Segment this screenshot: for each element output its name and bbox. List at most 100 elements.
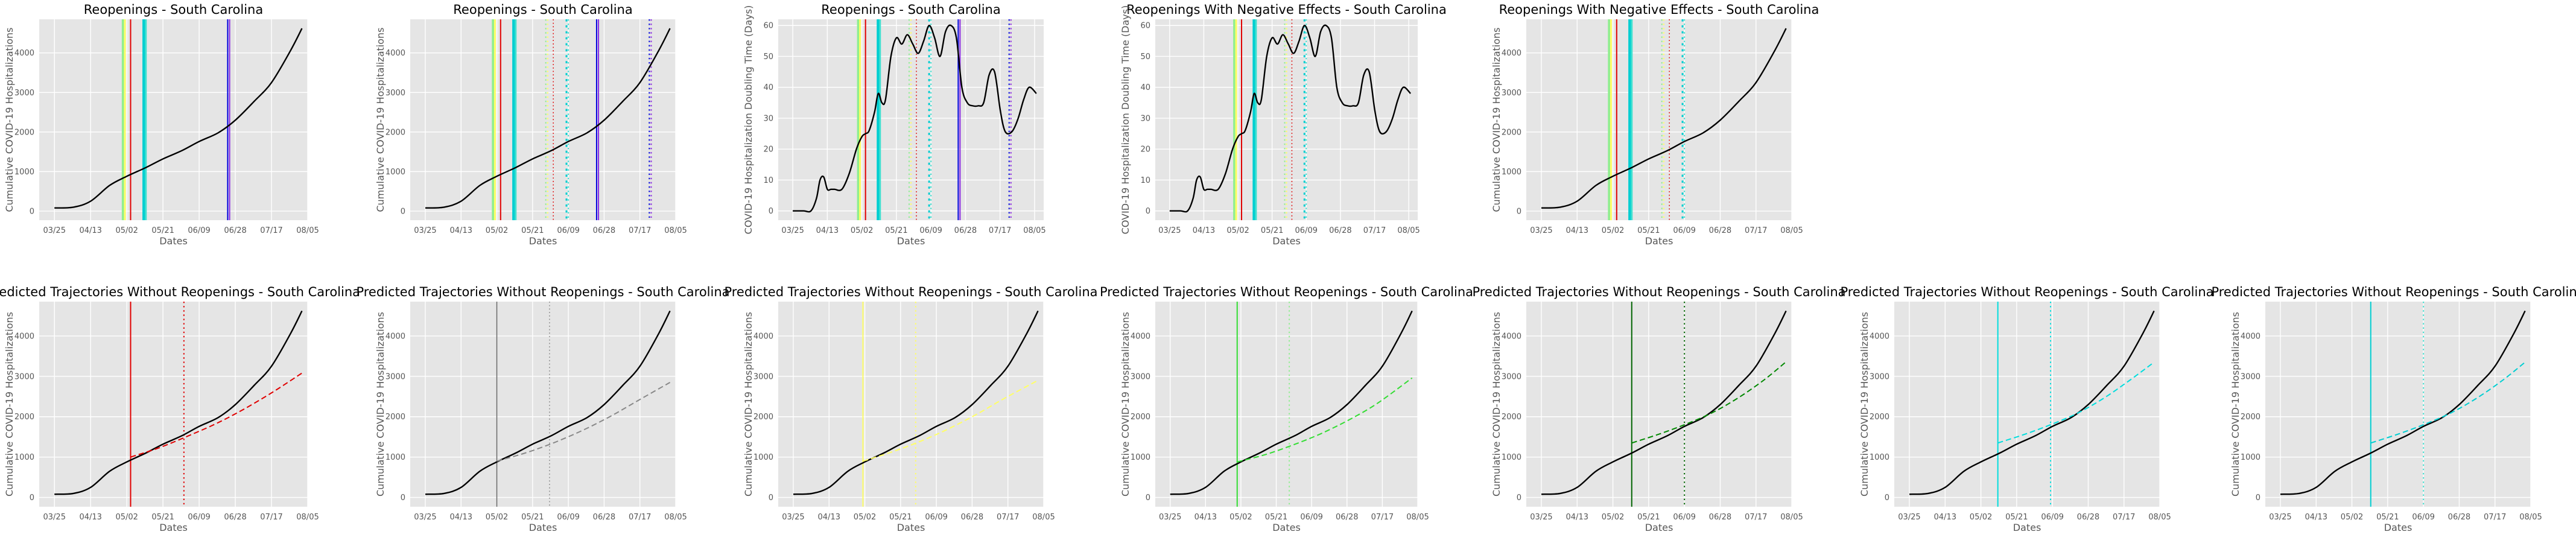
- x-tick-label: 06/09: [1673, 513, 1695, 522]
- y-tick-label: 3000: [385, 89, 405, 98]
- y-tick-label: 1000: [14, 168, 34, 177]
- y-axis-label: COVID-19 Hospitalization Doubling Time (…: [743, 5, 754, 235]
- x-tick-label: 05/02: [1970, 513, 1992, 522]
- chart-title: Reopenings - South Carolina: [453, 2, 632, 17]
- x-tick-label: 03/25: [1159, 513, 1181, 522]
- x-tick-label: 06/09: [557, 226, 579, 235]
- y-tick-label: 2000: [1502, 413, 1521, 422]
- y-tick-label: 3000: [14, 372, 34, 381]
- x-tick-label: 06/09: [919, 226, 942, 235]
- x-axis-label: Dates: [1272, 235, 1301, 247]
- y-tick-label: 50: [1140, 52, 1150, 62]
- x-tick-label: 05/02: [1602, 226, 1624, 235]
- x-tick-label: 07/17: [1363, 226, 1386, 235]
- y-tick-label: 2000: [14, 128, 34, 137]
- y-tick-label: 4000: [1870, 332, 1889, 341]
- x-tick-label: 05/21: [521, 513, 544, 522]
- y-tick-label: 2000: [14, 413, 34, 422]
- y-tick-label: 2000: [385, 413, 405, 422]
- x-tick-label: 07/17: [1371, 513, 1394, 522]
- chart-panel-12: 03/25 04/13 05/02 05/21 06/09 06/28 07/17 08/05…: [2211, 285, 2576, 533]
- x-tick-label: 06/28: [1709, 513, 1731, 522]
- x-tick-label: 05/21: [889, 513, 912, 522]
- x-tick-label: 05/02: [1229, 513, 1252, 522]
- x-tick-label: 08/05: [1397, 226, 1420, 235]
- y-tick-label: 1000: [385, 168, 405, 177]
- plot-area: [1526, 302, 1792, 507]
- x-tick-label: 07/17: [2484, 513, 2506, 522]
- x-tick-label: 06/28: [593, 226, 615, 235]
- chart-title: Reopenings With Negative Effects - South…: [1126, 2, 1447, 17]
- y-tick-label: 1000: [753, 453, 773, 462]
- y-axis-label: Cumulative COVID-19 Hospitalizations: [375, 27, 386, 212]
- chart-title: Predicted Trajectories Without Reopening…: [724, 285, 1097, 299]
- chart-panel-3: 03/25 04/13 05/02 05/21 06/09 06/28 07/17 08/05…: [743, 2, 1046, 247]
- chart-panel-9: 03/25 04/13 05/02 05/21 06/09 06/28 07/17 08/05…: [1100, 285, 1473, 533]
- y-tick-label: 0: [1146, 207, 1150, 216]
- x-tick-label: 04/13: [450, 513, 472, 522]
- x-tick-label: 06/09: [1300, 513, 1322, 522]
- y-tick-label: 0: [30, 493, 34, 503]
- x-tick-label: 07/17: [629, 226, 651, 235]
- y-tick-label: 10: [1140, 176, 1150, 185]
- series-line-2: [2370, 361, 2526, 444]
- x-tick-label: 08/05: [1780, 513, 1803, 522]
- chart-title: Reopenings - South Carolina: [821, 2, 1000, 17]
- x-tick-label: 03/25: [1530, 513, 1552, 522]
- y-tick-label: 0: [1146, 493, 1150, 503]
- chart-panel-1: 03/25 04/13 05/02 05/21 06/09 06/28 07/17 08/05…: [4, 2, 319, 247]
- plot-marks: [1541, 302, 1787, 507]
- x-tick-label: 04/13: [1934, 513, 1956, 522]
- plot-marks: [425, 302, 671, 507]
- y-tick-label: 2000: [753, 413, 773, 422]
- chart-title: Predicted Trajectories Without Reopening…: [0, 285, 360, 299]
- y-tick-label: 3000: [1870, 372, 1889, 381]
- y-tick-label: 40: [1140, 83, 1150, 92]
- chart-title: Predicted Trajectories Without Reopening…: [2211, 285, 2576, 299]
- x-tick-label: 04/13: [818, 513, 840, 522]
- series-line-1: [793, 310, 1039, 495]
- y-tick-label: 4000: [1131, 332, 1150, 341]
- y-tick-label: 3000: [1131, 372, 1150, 381]
- x-tick-label: 04/13: [1194, 513, 1217, 522]
- series-line-1: [1541, 310, 1787, 495]
- x-tick-label: 05/02: [854, 513, 876, 522]
- y-tick-label: 3000: [2241, 372, 2260, 381]
- chart-title: Reopenings With Negative Effects - South…: [1499, 2, 1819, 17]
- plot-marks: [793, 19, 1037, 220]
- series-line-1: [2280, 310, 2526, 495]
- plot-area: [410, 302, 676, 507]
- y-tick-label: 4000: [14, 49, 34, 58]
- chart-title: Predicted Trajectories Without Reopening…: [1100, 285, 1473, 299]
- y-axis-label: Cumulative COVID-19 Hospitalizations: [743, 312, 754, 496]
- x-axis-label: Dates: [1272, 522, 1301, 533]
- plot-marks: [1170, 302, 1413, 507]
- x-tick-label: 03/25: [1898, 513, 1920, 522]
- y-tick-label: 20: [763, 145, 773, 154]
- x-tick-label: 04/13: [79, 513, 101, 522]
- series-line-2: [130, 372, 303, 458]
- series-line-2: [496, 382, 671, 462]
- x-tick-label: 05/21: [1637, 513, 1660, 522]
- y-tick-label: 3000: [385, 372, 405, 381]
- x-tick-label: 08/05: [1032, 513, 1055, 522]
- x-tick-label: 07/17: [989, 226, 1011, 235]
- y-axis-label: Cumulative COVID-19 Hospitalizations: [2230, 312, 2241, 496]
- chart-panel-10: 03/25 04/13 05/02 05/21 06/09 06/28 07/17 08/05…: [1472, 285, 1845, 533]
- y-tick-label: 2000: [385, 128, 405, 137]
- x-tick-label: 05/02: [2341, 513, 2363, 522]
- y-tick-label: 0: [2256, 493, 2260, 503]
- y-axis-label: Cumulative COVID-19 Hospitalizations: [1491, 312, 1502, 496]
- chart-panel-11: 03/25 04/13 05/02 05/21 06/09 06/28 07/17 08/05…: [1840, 285, 2213, 533]
- x-tick-label: 05/21: [151, 226, 174, 235]
- x-tick-label: 03/25: [2269, 513, 2291, 522]
- x-tick-label: 04/13: [1193, 226, 1215, 235]
- plot-area: [1155, 302, 1418, 507]
- x-tick-label: 05/21: [1637, 226, 1660, 235]
- y-tick-label: 2000: [2241, 413, 2260, 422]
- chart-panel-6: 03/25 04/13 05/02 05/21 06/09 06/28 07/17 08/05…: [0, 285, 360, 533]
- plot-area: [778, 302, 1044, 507]
- x-tick-label: 05/02: [486, 226, 508, 235]
- plot-area: [410, 19, 676, 220]
